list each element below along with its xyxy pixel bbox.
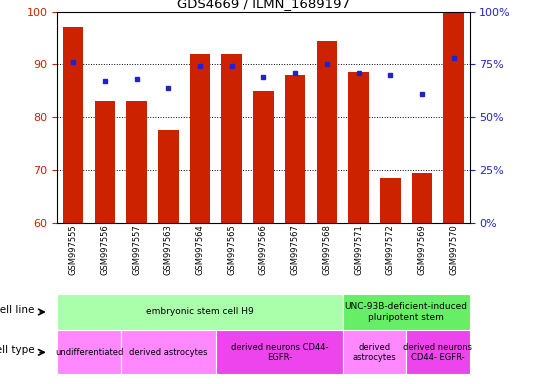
Text: embryonic stem cell H9: embryonic stem cell H9	[146, 308, 254, 316]
Text: UNC-93B-deficient-induced
pluripotent stem: UNC-93B-deficient-induced pluripotent st…	[345, 302, 467, 322]
Text: derived astrocytes: derived astrocytes	[129, 348, 207, 357]
Bar	[317, 41, 337, 223]
Bar	[189, 54, 210, 223]
Bar	[126, 101, 147, 223]
Bar	[216, 330, 343, 374]
Bar	[121, 330, 216, 374]
Bar	[63, 27, 84, 223]
Bar	[380, 178, 401, 223]
Bar	[222, 54, 242, 223]
Text: cell line: cell line	[0, 305, 34, 315]
Bar	[412, 172, 432, 223]
Bar	[343, 330, 406, 374]
Text: derived
astrocytes: derived astrocytes	[353, 343, 396, 362]
Bar	[406, 330, 470, 374]
Bar	[94, 101, 115, 223]
Bar	[348, 72, 369, 223]
Text: undifferentiated: undifferentiated	[55, 348, 123, 357]
Bar	[253, 91, 274, 223]
Bar	[158, 130, 179, 223]
Bar	[285, 75, 305, 223]
Bar	[443, 12, 464, 223]
Bar	[57, 330, 121, 374]
Bar	[57, 294, 343, 330]
Text: derived neurons
CD44- EGFR-: derived neurons CD44- EGFR-	[403, 343, 472, 362]
Text: derived neurons CD44-
EGFR-: derived neurons CD44- EGFR-	[230, 343, 328, 362]
Bar	[343, 294, 470, 330]
Text: cell type: cell type	[0, 345, 34, 355]
Title: GDS4669 / ILMN_1689197: GDS4669 / ILMN_1689197	[177, 0, 350, 10]
